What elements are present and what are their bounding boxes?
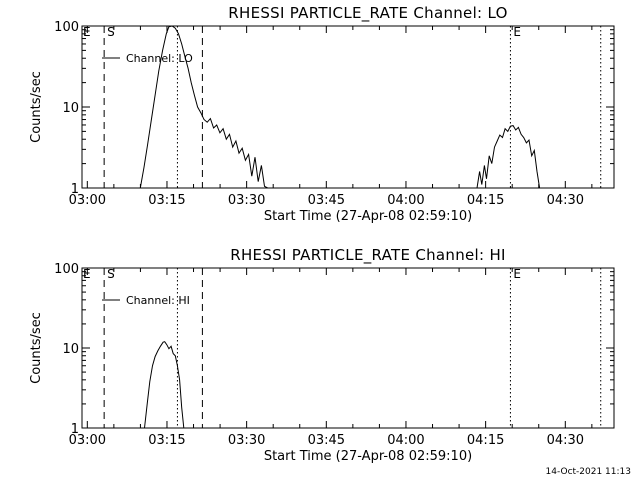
x-tick-label: 03:00	[69, 193, 106, 208]
x-axis-label: Start Time (27-Apr-08 02:59:10)	[264, 209, 472, 224]
x-tick-label: 04:30	[547, 433, 584, 448]
x-axis-label: Start Time (27-Apr-08 02:59:10)	[264, 449, 472, 464]
y-axis-label: Counts/sec	[29, 312, 44, 384]
y-tick-label: 1	[71, 422, 79, 437]
timestamp-label: 14-Oct-2021 11:13	[545, 467, 631, 477]
x-tick-label: 04:15	[467, 433, 504, 448]
series-line	[144, 341, 185, 429]
x-tick-label: 04:30	[547, 193, 584, 208]
y-tick-label: 100	[54, 262, 79, 277]
plot-frame	[81, 25, 615, 189]
legend-label: Channel: HI	[126, 294, 190, 307]
plot-frame	[81, 267, 615, 429]
x-tick-label: 03:45	[308, 433, 345, 448]
y-tick-label: 10	[62, 101, 79, 116]
left-edge-label: E	[83, 267, 91, 281]
x-tick-label: 03:30	[228, 193, 265, 208]
y-tick-label: 1	[71, 182, 79, 197]
x-tick-label: 03:15	[148, 433, 185, 448]
y-tick-label: 100	[54, 20, 79, 35]
plot-title: RHESSI PARTICLE_RATE Channel: LO	[228, 4, 507, 23]
plot-title: RHESSI PARTICLE_RATE Channel: HI	[230, 246, 506, 265]
x-tick-label: 04:00	[387, 433, 424, 448]
y-axis-label: Counts/sec	[29, 71, 44, 143]
time-marker-label: E	[513, 25, 521, 39]
y-tick-label: 10	[62, 342, 79, 357]
time-marker-label: E	[513, 267, 521, 281]
x-tick-label: 03:45	[308, 193, 345, 208]
x-tick-label: 04:00	[387, 193, 424, 208]
x-tick-label: 03:15	[148, 193, 185, 208]
x-tick-label: 03:00	[69, 433, 106, 448]
x-tick-label: 04:15	[467, 193, 504, 208]
x-tick-label: 03:30	[228, 433, 265, 448]
series-line	[476, 125, 541, 189]
time-marker-label: S	[107, 267, 115, 281]
legend-label: Channel: LO	[126, 52, 193, 65]
time-marker-label: S	[107, 25, 115, 39]
left-edge-label: E	[83, 25, 91, 39]
series-line	[139, 25, 268, 189]
